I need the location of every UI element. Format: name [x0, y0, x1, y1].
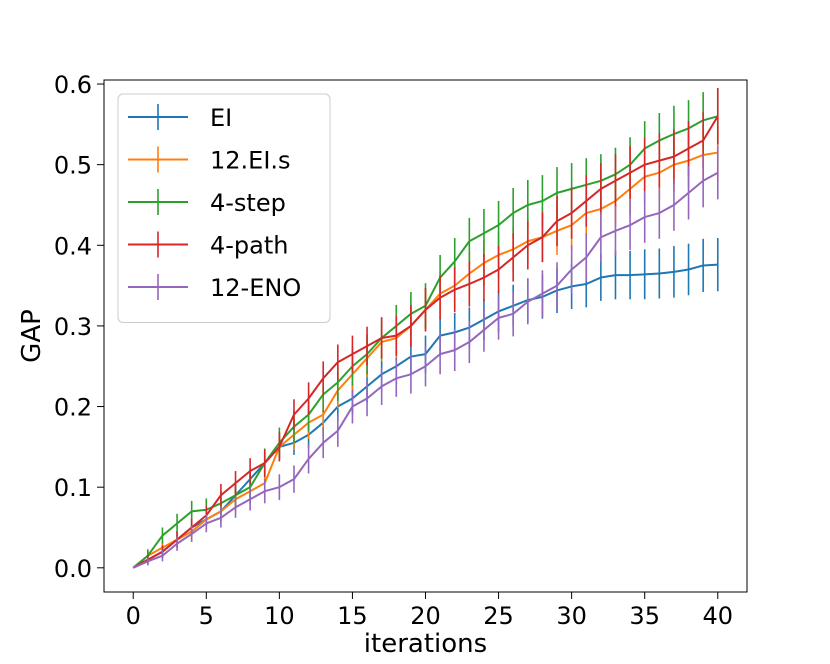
y-tick-label: 0.6 — [54, 71, 92, 99]
y-tick-label: 0.4 — [54, 232, 92, 260]
y-tick-label: 0.3 — [54, 313, 92, 341]
x-axis-ticks: 0 5 10 15 20 25 30 35 40 — [126, 592, 733, 630]
series-12-ENO — [132, 146, 719, 569]
legend-label: EI — [210, 104, 232, 132]
legend-item-4-step: 4-step — [128, 189, 286, 217]
series-line — [132, 115, 719, 569]
legend-item-12-ENO: 12-ENO — [128, 274, 301, 302]
x-tick-label: 5 — [199, 602, 214, 630]
y-tick-label: 0.0 — [54, 555, 92, 583]
plot-area — [132, 88, 719, 569]
x-tick-label: 10 — [264, 602, 295, 630]
x-tick-label: 20 — [410, 602, 441, 630]
legend: EI 12.EI.s 4-step 4-path 12-ENO — [117, 93, 331, 323]
legend-label: 4-step — [210, 189, 286, 217]
legend-label: 12-ENO — [210, 274, 301, 302]
x-tick-label: 30 — [556, 602, 587, 630]
y-axis-label: GAP — [17, 309, 47, 363]
y-tick-label: 0.5 — [54, 152, 92, 180]
x-axis-label: iterations — [364, 629, 487, 659]
x-tick-label: 40 — [702, 602, 733, 630]
series-4-path — [132, 88, 719, 569]
legend-item-EI: EI — [128, 104, 232, 132]
legend-item-4-path: 4-path — [128, 231, 289, 260]
series-line — [132, 171, 719, 569]
x-tick-label: 25 — [483, 602, 514, 630]
x-tick-label: 0 — [126, 602, 141, 630]
y-tick-label: 0.2 — [54, 394, 92, 422]
legend-label: 12.EI.s — [210, 147, 291, 175]
legend-box — [117, 93, 331, 323]
legend-label: 4-path — [210, 232, 289, 260]
x-tick-label: 15 — [337, 602, 368, 630]
y-axis-ticks: 0.0 0.1 0.2 0.3 0.4 0.5 0.6 — [54, 71, 104, 583]
legend-item-12.EI.s: 12.EI.s — [128, 146, 291, 175]
y-tick-label: 0.1 — [54, 474, 92, 502]
x-tick-label: 35 — [629, 602, 660, 630]
